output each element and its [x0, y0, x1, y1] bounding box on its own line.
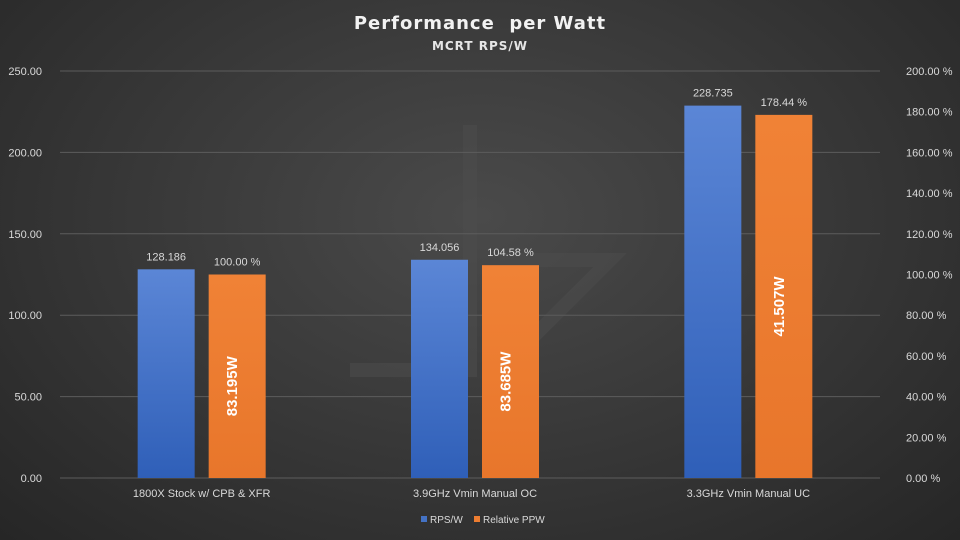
bar-rps-w	[684, 105, 742, 479]
right-tick-label: 160.00 %	[906, 147, 953, 159]
data-label: 178.44 %	[761, 97, 808, 109]
right-tick-label: 0.00 %	[906, 473, 940, 485]
legend: RPS/W Relative PPW	[421, 515, 545, 526]
bar-rps-w	[137, 269, 195, 478]
right-tick-label: 40.00 %	[906, 392, 947, 404]
legend-label-relative-ppw: Relative PPW	[483, 515, 545, 526]
category-label: 3.3GHz Vmin Manual UC	[687, 488, 811, 500]
chart-subtitle: MCRT RPS/W	[432, 39, 528, 53]
right-tick-label: 20.00 %	[906, 432, 947, 444]
right-tick-label: 80.00 %	[906, 310, 947, 322]
legend-swatch-rps	[421, 516, 427, 522]
legend-label-rps: RPS/W	[430, 515, 463, 526]
category-label: 1800X Stock w/ CPB & XFR	[133, 488, 271, 500]
left-tick-label: 250.00	[8, 66, 42, 78]
data-label: 104.58 %	[487, 247, 534, 259]
chart-title: Performance per Watt	[354, 13, 606, 34]
category-labels: 1800X Stock w/ CPB & XFR 3.9GHz Vmin Manu…	[133, 488, 810, 500]
right-tick-label: 140.00 %	[906, 188, 953, 200]
bar-relative-ppw	[208, 274, 266, 478]
right-tick-label: 60.00 %	[906, 351, 947, 363]
data-label: 100.00 %	[214, 257, 261, 269]
left-tick-label: 0.00	[21, 473, 42, 485]
wattage-label: 83.685W	[498, 351, 515, 412]
bar-relative-ppw	[755, 114, 813, 478]
right-axis-ticks: 0.00 % 20.00 % 40.00 % 60.00 % 80.00 % 100.00…	[906, 66, 953, 485]
right-tick-label: 180.00 %	[906, 107, 953, 119]
left-tick-label: 100.00	[8, 310, 42, 322]
left-tick-label: 50.00	[14, 392, 42, 404]
legend-swatch-relative-ppw	[474, 516, 480, 522]
watermark-logo	[350, 125, 627, 377]
right-tick-label: 100.00 %	[906, 270, 953, 282]
category-label: 3.9GHz Vmin Manual OC	[413, 488, 537, 500]
data-label: 128.186	[146, 251, 186, 263]
left-axis-ticks: 0.00 50.00 100.00 150.00 200.00 250.00	[8, 66, 42, 485]
bar-rps-w	[411, 259, 468, 478]
bar-relative-ppw	[482, 265, 539, 478]
right-tick-label: 200.00 %	[906, 66, 953, 78]
gridlines	[60, 70, 880, 479]
data-label: 228.735	[693, 88, 733, 100]
wattage-label: 41.507W	[771, 276, 788, 337]
bar-series: 128.186 100.00 % 83.195W 134.056 104.58 % 83.…	[137, 88, 813, 479]
wattage-label: 83.195W	[224, 355, 241, 416]
data-label: 134.056	[420, 242, 460, 254]
left-tick-label: 200.00	[8, 147, 42, 159]
right-tick-label: 120.00 %	[906, 229, 953, 241]
left-tick-label: 150.00	[8, 229, 42, 241]
